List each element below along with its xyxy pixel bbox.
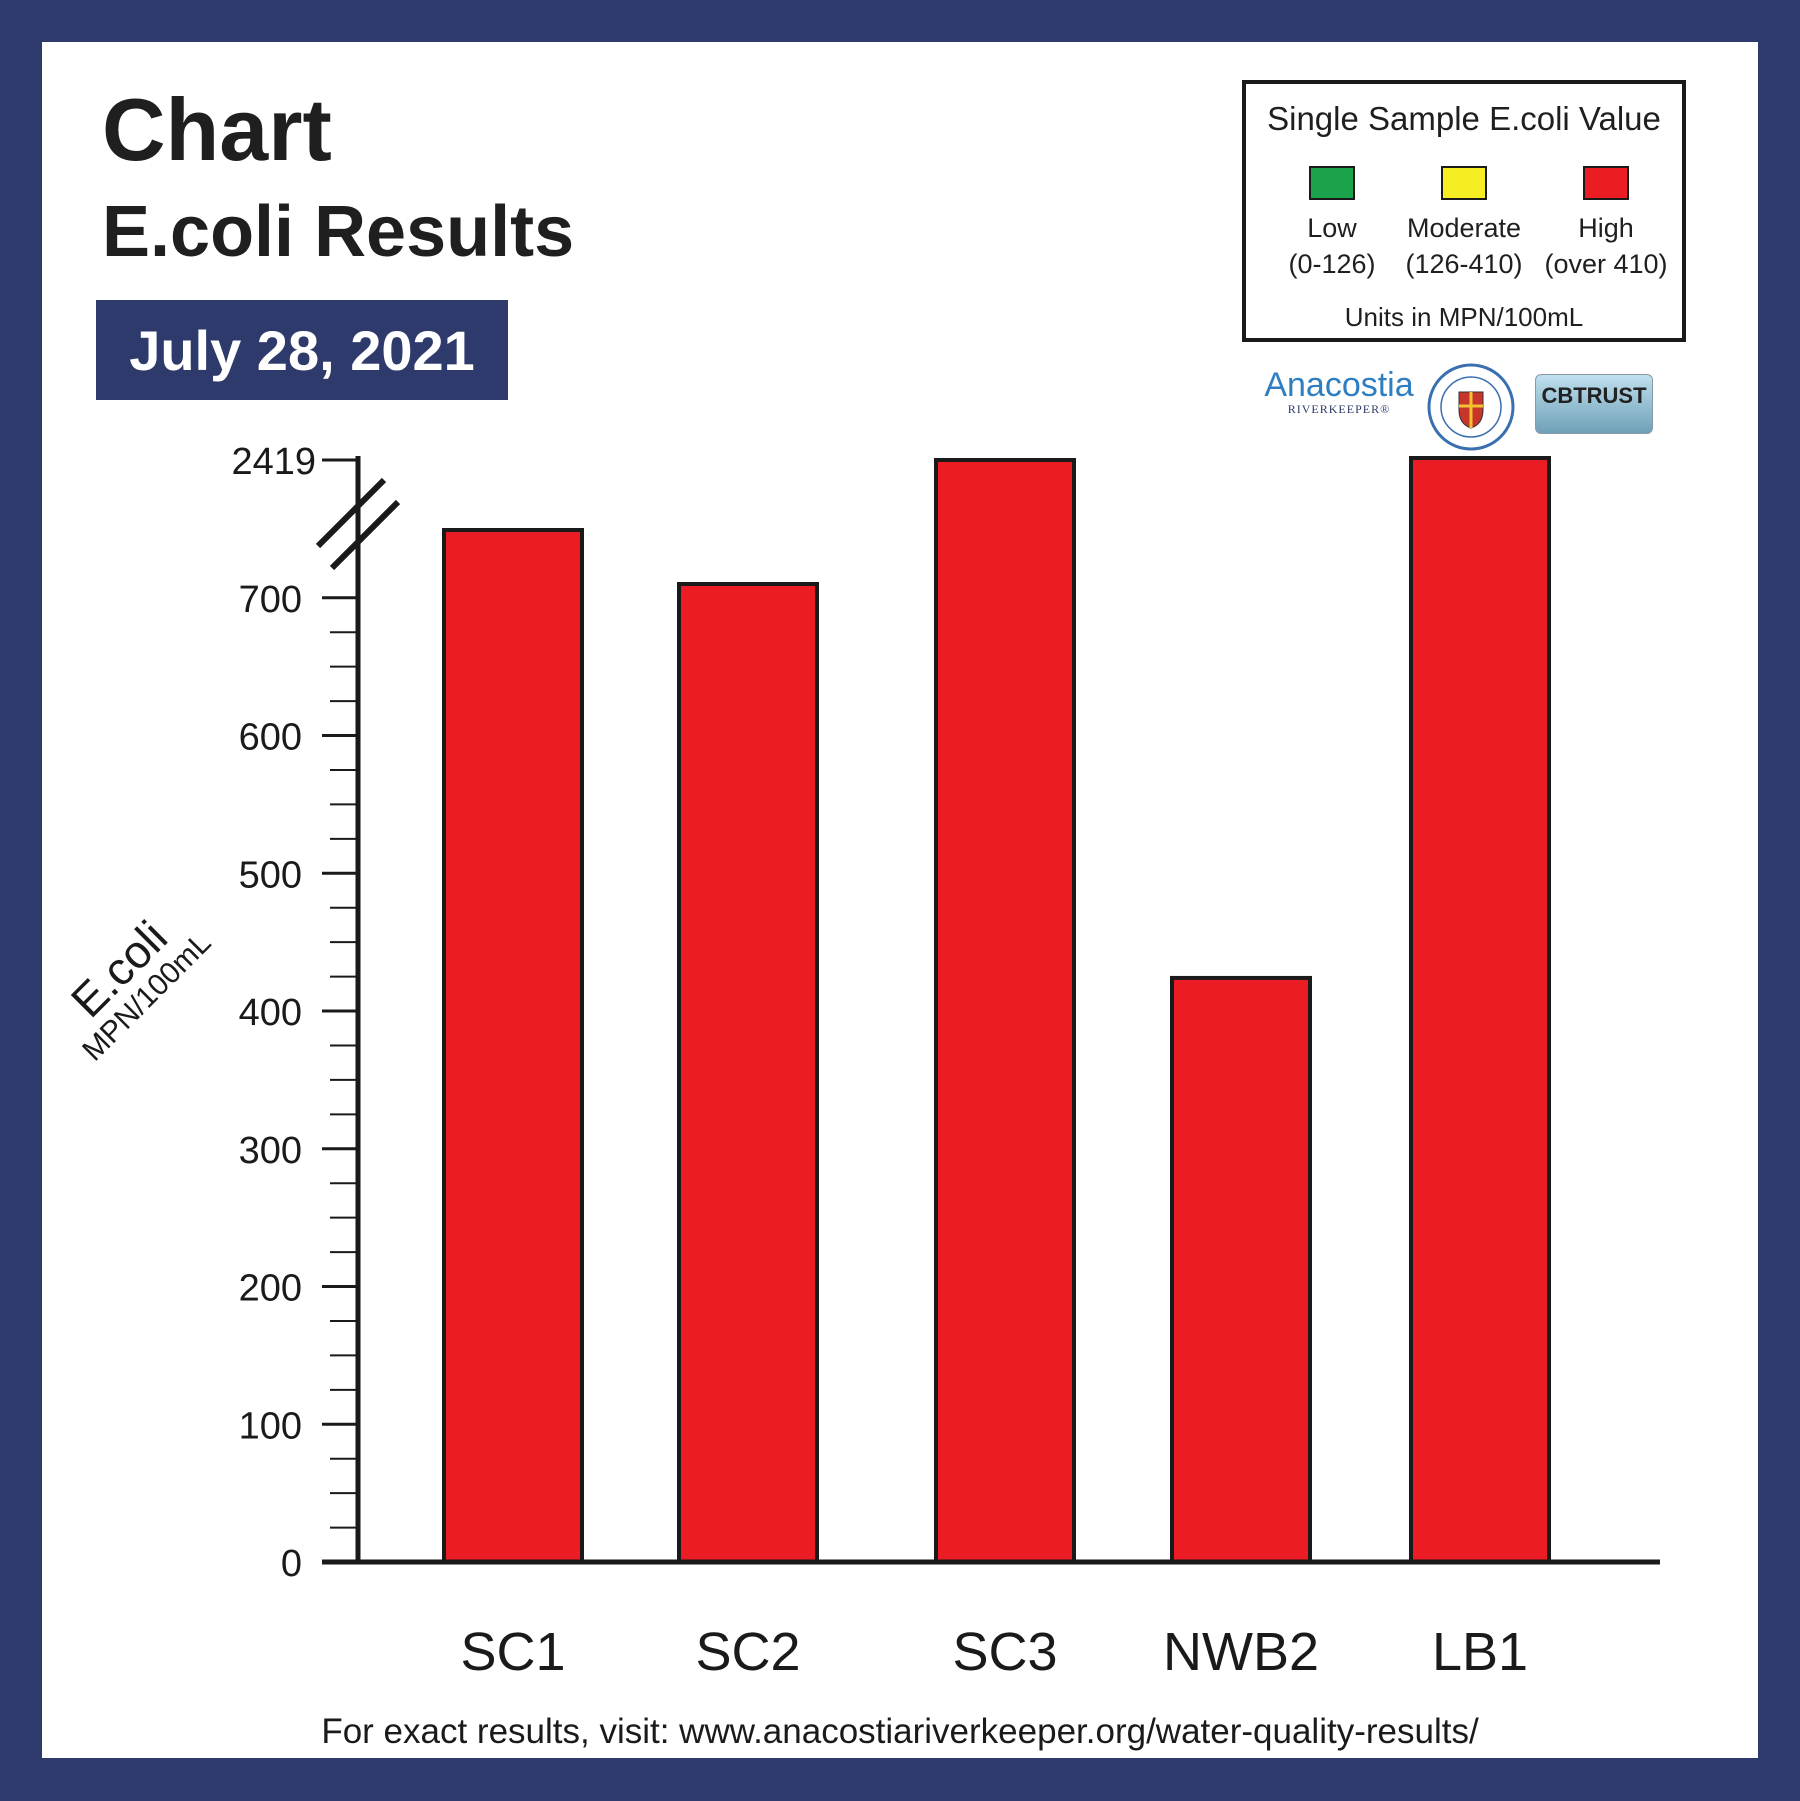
footer-note: For exact results, visit: www.anacostiar… — [321, 1712, 1479, 1751]
cbtrust-logo-text: CBTRUST — [1535, 374, 1653, 434]
bar-nwb2 — [1170, 975, 1312, 1564]
seal-icon — [1427, 363, 1515, 451]
legend-range-high: (over 410) — [1544, 249, 1668, 279]
legend-range-moderate: (126-410) — [1405, 249, 1523, 279]
legend-swatch-low — [1309, 166, 1355, 200]
y-tick-label-400: 400 — [239, 992, 302, 1034]
x-tick-label-lb1: LB1 — [1432, 1622, 1528, 1682]
legend-item-low: Low (0-126) — [1262, 166, 1402, 282]
x-tick-label-nwb2: NWB2 — [1163, 1622, 1319, 1682]
axis-break-mark-1 — [315, 477, 387, 549]
y-tick-label-break: 2419 — [231, 441, 316, 483]
x-tick-label-sc3: SC3 — [952, 1622, 1057, 1682]
anacostia-riverkeeper-logo: Anacostia RIVERKEEPER® — [1264, 368, 1414, 438]
riverkeeper-logo-text: RIVERKEEPER® — [1287, 402, 1391, 416]
page-title: Chart — [102, 80, 332, 179]
date-badge: July 28, 2021 — [96, 300, 508, 400]
y-tick-label-600: 600 — [239, 717, 302, 759]
legend-title: Single Sample E.coli Value — [1267, 100, 1661, 137]
legend-label-high: High — [1578, 213, 1634, 243]
y-tick-label-200: 200 — [239, 1268, 302, 1310]
y-tick-label-300: 300 — [239, 1130, 302, 1172]
y-tick-label-700: 700 — [239, 579, 302, 621]
legend-item-moderate: Moderate (126-410) — [1394, 166, 1534, 282]
axis-break-mark-2 — [329, 499, 401, 571]
bar-sc2 — [677, 582, 819, 1564]
y-tick-label-0: 0 — [281, 1543, 302, 1585]
x-tick-label-sc2: SC2 — [695, 1622, 800, 1682]
y-tick-label-500: 500 — [239, 854, 302, 896]
legend-swatch-moderate — [1441, 166, 1487, 200]
y-tick-label-100: 100 — [239, 1405, 302, 1447]
cbtrust-logo: CBTRUST — [1535, 374, 1655, 434]
date-text: July 28, 2021 — [129, 318, 475, 382]
legend-item-high: High (over 410) — [1536, 166, 1676, 282]
bar-sc3 — [934, 458, 1076, 1564]
legend-units: Units in MPN/100mL — [1344, 302, 1584, 332]
legend-range-low: (0-126) — [1288, 249, 1376, 279]
legend-swatch-high — [1583, 166, 1629, 200]
legend-box: Single Sample E.coli Value Low (0-126) M… — [1242, 80, 1686, 342]
anacostia-logo-text: Anacostia — [1264, 366, 1414, 404]
bar-sc1 — [442, 528, 584, 1564]
legend-label-low: Low — [1307, 213, 1357, 243]
montgomery-county-seal-logo — [1426, 362, 1516, 452]
legend-label-moderate: Moderate — [1406, 213, 1522, 243]
page-subtitle: E.coli Results — [102, 192, 575, 272]
bar-lb1 — [1409, 456, 1551, 1564]
x-tick-label-sc1: SC1 — [460, 1622, 565, 1682]
